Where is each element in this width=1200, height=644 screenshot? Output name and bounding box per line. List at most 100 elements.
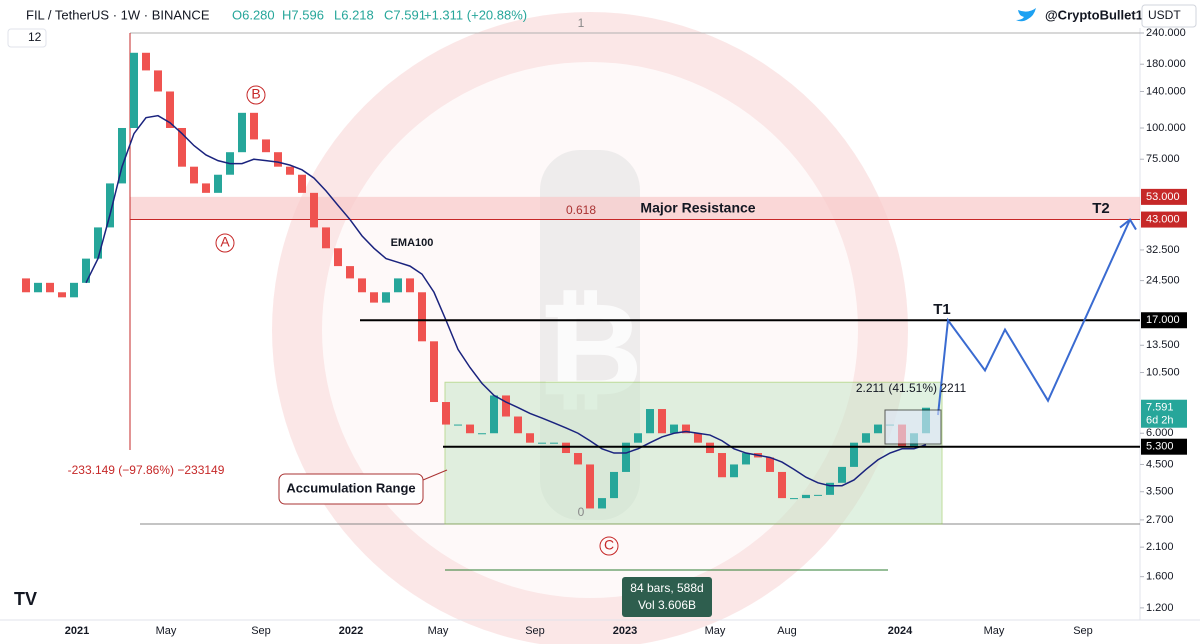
drop: -233.149 (−97.86%) −233149: [68, 463, 225, 477]
candle: [430, 341, 438, 403]
candle: [550, 442, 558, 444]
price-tick-label: 6.000: [1146, 427, 1174, 439]
price-tick-label: 10.500: [1146, 366, 1180, 378]
currency-select[interactable]: [1141, 4, 1197, 28]
candle: [334, 248, 342, 267]
candle: [322, 227, 330, 249]
range-vol: Vol 3.606B: [638, 598, 696, 612]
measure-box: [884, 409, 942, 445]
candle: [82, 258, 90, 283]
candle: [694, 433, 702, 443]
candle: [166, 91, 174, 128]
candle: [526, 433, 534, 443]
candle: [646, 409, 654, 434]
candle: [586, 464, 594, 509]
price-tick-label: 2.100: [1146, 541, 1174, 553]
candle: [58, 292, 66, 298]
candle: [382, 292, 390, 303]
candle: [874, 424, 882, 434]
price-marker-sublabel: 6d 2h: [1146, 415, 1174, 427]
time-label: 2022: [339, 625, 363, 637]
fib-bottom: 0: [578, 505, 585, 519]
time-label: May: [428, 625, 449, 637]
price-marker-label: 53.000: [1146, 191, 1180, 203]
fib-top: 1: [578, 16, 585, 30]
accumulation: Accumulation Range: [286, 480, 415, 495]
candle: [802, 494, 810, 499]
price-marker-label: 43.000: [1146, 213, 1180, 225]
candle: [238, 112, 246, 153]
candle: [22, 278, 30, 293]
tv-logo: TV: [14, 589, 37, 609]
ema-line: [85, 114, 927, 487]
indicator-toggle[interactable]: [7, 28, 47, 48]
price-marker-label: 7.591: [1146, 402, 1174, 414]
candle: [634, 433, 642, 443]
candle: [718, 453, 726, 478]
candle: [742, 453, 750, 465]
twitter-icon: [1016, 8, 1036, 22]
candle: [814, 494, 822, 496]
time-label: Sep: [525, 625, 545, 637]
candle: [778, 471, 786, 499]
candle: [610, 471, 618, 499]
candle: [838, 466, 846, 483]
accumulation-callout: [278, 473, 424, 505]
candle: [790, 498, 798, 500]
price-marker: [1141, 211, 1187, 228]
candle: [514, 416, 522, 434]
indicator-count: 12: [28, 30, 42, 44]
time-label: 2021: [65, 625, 89, 637]
t2: T2: [1092, 200, 1110, 217]
candle: [622, 442, 630, 472]
candle: [826, 482, 834, 495]
ohlc-open: O6.280: [232, 7, 275, 22]
candle: [142, 52, 150, 71]
candle: [766, 457, 774, 472]
range-info-box: [622, 577, 712, 617]
price-tick-label: 140.000: [1146, 85, 1186, 97]
candle: [682, 424, 690, 434]
candle: [286, 166, 294, 175]
projection-arrow: [1119, 218, 1137, 231]
candle: [562, 442, 570, 454]
time-label: 2024: [888, 625, 913, 637]
price-tick-label: 24.500: [1146, 274, 1180, 286]
price-tick-label: 1.600: [1146, 571, 1174, 583]
candle: [370, 292, 378, 303]
candle: [130, 52, 138, 128]
measure: 2.211 (41.51%) 2211: [856, 381, 967, 395]
wave-c: C: [604, 537, 614, 553]
candle: [490, 395, 498, 434]
candle: [298, 174, 306, 193]
candle: [250, 112, 258, 140]
wave-b: B: [251, 86, 260, 102]
candle: [658, 409, 666, 434]
candle: [442, 402, 450, 425]
candle: [118, 127, 126, 184]
wave-circle: [599, 536, 619, 556]
candle: [538, 442, 546, 444]
projection-path: [937, 219, 1131, 416]
resistance-band: [130, 196, 1140, 220]
time-label: 2023: [613, 625, 637, 637]
wave-circle: [215, 233, 235, 253]
time-label: May: [156, 625, 177, 637]
candle: [598, 498, 606, 509]
candle: [70, 282, 78, 298]
price-tick-label: 240.000: [1146, 27, 1186, 39]
price-marker-label: 5.300: [1146, 441, 1174, 453]
price-tick-label: 13.500: [1146, 339, 1180, 351]
candle: [274, 152, 282, 167]
candle: [670, 424, 678, 434]
symbol: FIL / TetherUS · 1W · BINANCE: [26, 7, 210, 22]
range-bars: 84 bars, 588d: [630, 581, 703, 595]
candle: [358, 278, 366, 293]
price-marker: [1141, 312, 1187, 329]
candle: [454, 424, 462, 426]
candle: [106, 183, 114, 228]
ohlc-close: C7.591: [384, 7, 426, 22]
candle: [154, 70, 162, 92]
ohlc-change: +1.311 (+20.88%): [424, 7, 527, 22]
